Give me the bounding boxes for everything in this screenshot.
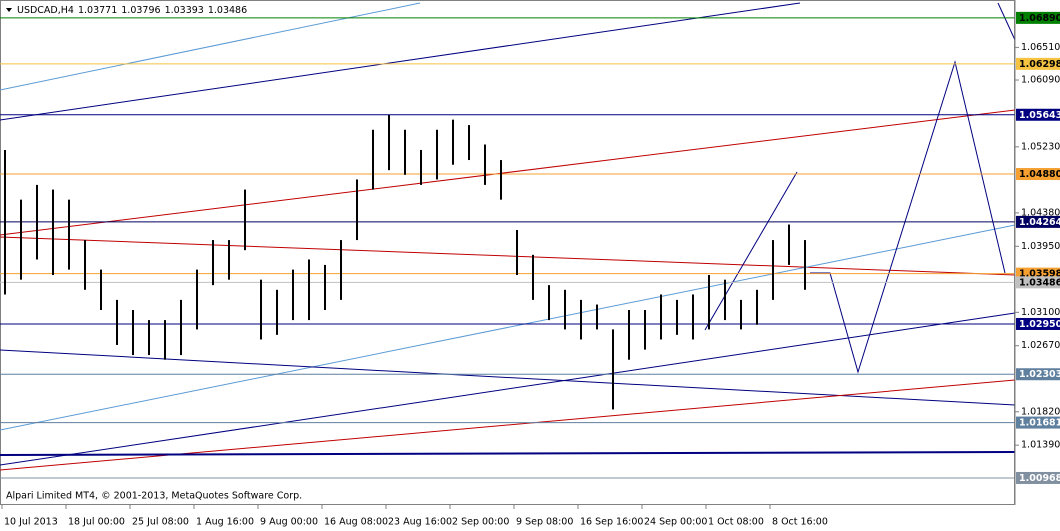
trend-line <box>0 2 801 121</box>
x-tick-label: 10 Jul 2013 <box>4 517 58 528</box>
symbol: USDCAD,H4 <box>17 5 74 16</box>
level-label-box <box>1016 168 1060 181</box>
x-tick-label: 9 Aug 00:00 <box>260 517 318 528</box>
level-label: 1.06890 <box>1019 13 1060 24</box>
trend-line <box>0 236 1016 276</box>
x-tick-label: 8 Oct 16:00 <box>772 517 828 528</box>
quote-value: 1.03771 <box>78 5 117 16</box>
trend-line <box>0 224 1016 431</box>
y-tick-label: 1.01390 <box>1021 440 1060 451</box>
trend-line <box>0 312 1016 466</box>
x-tick-label: 1 Oct 08:00 <box>708 517 764 528</box>
level-label-box <box>1016 317 1060 330</box>
projection <box>810 60 1006 374</box>
x-tick-label: 2 Sep 00:00 <box>452 517 509 528</box>
level-label: 1.04880 <box>1019 169 1060 180</box>
x-tick-label: 23 Aug 16:00 <box>388 517 452 528</box>
y-tick-label: 1.06510 <box>1021 42 1060 53</box>
level-label: 1.04264 <box>1019 217 1060 228</box>
level-label: 1.01681 <box>1019 418 1060 429</box>
level-label-box <box>1016 276 1060 289</box>
x-tick-label: 16 Sep 16:00 <box>580 517 643 528</box>
x-tick-label: 18 Jul 00:00 <box>68 517 125 528</box>
y-tick-label: 1.03100 <box>1021 307 1060 318</box>
trend-line <box>0 451 1016 456</box>
y-tick-label: 1.03950 <box>1021 241 1060 252</box>
y-tick-label: 1.04380 <box>1021 207 1060 218</box>
level-label-box <box>1016 215 1060 228</box>
level-label: 1.06298 <box>1019 59 1060 70</box>
y-tick-label: 1.01820 <box>1021 406 1060 417</box>
trend-line <box>997 2 1016 41</box>
trend-lines <box>0 2 1016 471</box>
level-label-box <box>1016 368 1060 381</box>
levels <box>0 17 1015 479</box>
level-label-box <box>1016 416 1060 429</box>
level-label-box <box>1016 11 1060 24</box>
quote-value: 1.03796 <box>121 5 160 16</box>
x-tick-label: 24 Sep 00:00 <box>644 517 707 528</box>
x-tick-label: 16 Aug 08:00 <box>324 517 388 528</box>
quote-value: 1.03393 <box>165 5 204 16</box>
level-label: 1.05643 <box>1019 110 1060 121</box>
trend-line <box>704 171 798 331</box>
x-tick-label: 25 Jul 08:00 <box>132 517 189 528</box>
trend-line <box>0 349 1016 406</box>
level-label: 1.02950 <box>1019 319 1060 330</box>
x-tick-label: 9 Sep 08:00 <box>516 517 573 528</box>
y-tick-label: 1.02670 <box>1021 340 1060 351</box>
quote-value: 1.03486 <box>208 5 247 16</box>
y-tick-label: 1.06090 <box>1021 75 1060 86</box>
level-label: 1.03598 <box>1019 269 1060 280</box>
level-label: 1.02303 <box>1019 369 1060 380</box>
y-tick-label: 1.05230 <box>1021 141 1060 152</box>
level-label-box <box>1016 57 1060 70</box>
chart-header: USDCAD,H4 1.03771 1.03796 1.03393 1.03486 <box>17 5 247 16</box>
footer: Alpari Limited MT4, © 2001-2013, MetaQuo… <box>6 491 302 502</box>
level-label: 1.00968 <box>1019 473 1060 484</box>
price-bars <box>4 114 806 410</box>
level-label: 1.03486 <box>1019 277 1060 288</box>
level-label-box <box>1016 108 1060 121</box>
x-tick-label: 1 Aug 16:00 <box>196 517 254 528</box>
trend-line <box>0 109 1016 236</box>
plot-area <box>0 0 1015 505</box>
menu-arrow[interactable] <box>6 8 12 12</box>
level-label-box <box>1016 471 1060 484</box>
